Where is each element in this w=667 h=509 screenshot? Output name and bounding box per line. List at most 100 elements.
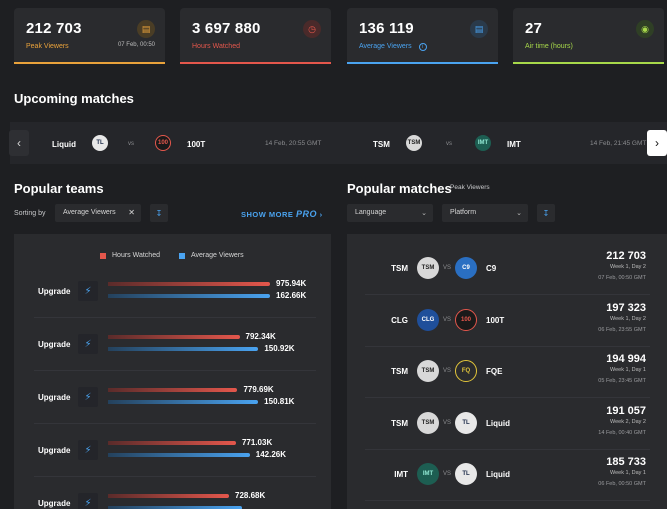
avg-bar: [108, 506, 243, 509]
match-row[interactable]: CLG CLG VS 100 100T 197 323 Week 1, Day 2 06 Fe…: [365, 296, 650, 347]
match-peak-value: 194 994: [606, 353, 646, 365]
legend-label: Hours Watched: [112, 252, 160, 259]
match-row[interactable]: TSM TSM VS C9 C9 212 703 Week 1, Day 2 07 Feb, …: [365, 244, 650, 295]
100t-logo-icon: 100: [155, 135, 171, 151]
match-team2[interactable]: 100T: [486, 315, 505, 325]
team-row[interactable]: Upgrade ⚡ 975.94K 162.66K: [34, 266, 316, 318]
match-row[interactable]: TSM TSM VS TL Liquid 191 057 Week 2, Day 2 14 F…: [365, 399, 650, 450]
avg-value: 162.66K: [276, 291, 307, 300]
popular-matches-panel: [347, 234, 667, 509]
vs-label: VS: [443, 265, 452, 271]
upgrade-label[interactable]: Upgrade: [38, 499, 71, 508]
match-team2[interactable]: Liquid: [486, 470, 510, 479]
broadcast-icon: ◉: [636, 20, 654, 38]
imt-logo-icon: IMT: [417, 463, 439, 485]
hours-value: 779.69K: [243, 385, 274, 394]
avg-bar: [108, 347, 259, 351]
match-team1[interactable]: CLG: [391, 315, 408, 325]
show-more-link[interactable]: SHOW MORE PRO ›: [241, 209, 323, 219]
team-row[interactable]: Upgrade ⚡ 728.68K: [34, 478, 316, 509]
clg-logo-icon: CLG: [417, 308, 439, 331]
accent-bar: [180, 62, 331, 64]
match-team1[interactable]: TSM: [391, 367, 408, 376]
vs-label: VS: [443, 316, 452, 323]
100t-logo-icon: 100: [455, 308, 477, 331]
match-date: 05 Feb, 23:45 GMT: [598, 378, 646, 384]
liquid-logo-icon: TL: [455, 411, 477, 434]
team-row[interactable]: Upgrade ⚡ 792.34K 150.92K: [34, 319, 316, 371]
upcoming-team2[interactable]: IMT: [507, 140, 521, 149]
language-dropdown[interactable]: Language ⌄: [347, 204, 433, 222]
avg-bar: [108, 294, 270, 298]
vs-label: vs: [128, 141, 134, 147]
download-icon[interactable]: ↧: [537, 204, 555, 222]
info-icon[interactable]: i: [418, 43, 427, 51]
hours-bar: [108, 494, 229, 498]
bolt-icon[interactable]: ⚡: [78, 281, 98, 301]
sort-dropdown[interactable]: Average Viewers ✕: [55, 204, 141, 222]
vs-label: VS: [443, 471, 452, 477]
bolt-icon[interactable]: ⚡: [78, 334, 98, 354]
match-team2[interactable]: FQE: [486, 367, 503, 376]
hours-bar: [108, 388, 238, 392]
hours-bar: [108, 441, 236, 445]
team-row[interactable]: Upgrade ⚡ 779.69K 150.81K: [34, 372, 316, 424]
match-date: 06 Feb, 23:55 GMT: [598, 326, 646, 333]
download-icon[interactable]: ↧: [150, 204, 168, 222]
upcoming-strip: [10, 122, 667, 164]
platform-dropdown[interactable]: Platform ⌄: [442, 204, 528, 222]
upgrade-label[interactable]: Upgrade: [38, 393, 71, 402]
bolt-icon[interactable]: ⚡: [78, 387, 98, 407]
accent-bar: [14, 62, 165, 64]
match-date: 14 Feb, 00:40 GMT: [598, 429, 646, 436]
pro-label: PRO: [296, 209, 318, 219]
upgrade-label[interactable]: Upgrade: [38, 446, 71, 455]
prev-arrow-icon[interactable]: ‹: [9, 130, 29, 156]
match-team2[interactable]: Liquid: [486, 418, 510, 428]
upgrade-label[interactable]: Upgrade: [38, 340, 71, 349]
match-team2[interactable]: C9: [486, 264, 497, 273]
match-row[interactable]: TSM TSM VS FQ FQE 194 994 Week 1, Day 1 05 Feb,…: [365, 347, 650, 398]
stat-card-average-viewers: 136 119 Average Viewers i ▤: [347, 8, 498, 64]
hours-value: 728.68K: [235, 491, 266, 500]
avg-value: 150.92K: [264, 344, 295, 353]
match-team1[interactable]: TSM: [391, 264, 408, 273]
match-peak-value: 185 733: [606, 456, 646, 468]
sort-label: Sorting by: [14, 210, 46, 217]
legend-swatch: [100, 252, 106, 259]
upcoming-team1[interactable]: Liquid: [52, 140, 76, 149]
imt-logo-icon: IMT: [475, 135, 491, 151]
upcoming-time: 14 Feb, 20:55 GMT: [265, 140, 322, 147]
vs-label: VS: [443, 368, 452, 374]
match-row[interactable]: IMT IMT VS TL Liquid 185 733 Week 1, Day 1 06 F…: [365, 450, 650, 501]
next-arrow-icon[interactable]: ›: [647, 130, 667, 156]
chevron-down-icon: ⌄: [421, 210, 427, 217]
chevron-right-icon: ›: [319, 210, 323, 219]
match-peak-value: 191 057: [606, 404, 646, 417]
stat-label: Hours Watched: [192, 43, 240, 50]
chart-icon: ▤: [470, 20, 488, 38]
match-team1[interactable]: IMT: [394, 470, 408, 479]
liquid-logo-icon: TL: [92, 135, 108, 151]
bolt-icon[interactable]: ⚡: [78, 440, 98, 460]
popular-teams-panel: [14, 234, 331, 509]
platform-label: Platform: [450, 209, 477, 216]
upcoming-team1[interactable]: TSM: [373, 140, 390, 149]
match-peak-value: 197 323: [606, 301, 646, 314]
accent-bar: [513, 62, 664, 64]
stat-label: Air time (hours): [525, 43, 573, 50]
bolt-icon[interactable]: ⚡: [78, 493, 98, 509]
match-week: Week 1, Day 1: [610, 470, 646, 476]
close-icon[interactable]: ✕: [128, 208, 135, 217]
stat-value: 212 703: [26, 20, 82, 37]
upcoming-time: 14 Feb, 21:45 GMT: [590, 140, 647, 147]
upcoming-team2[interactable]: 100T: [187, 140, 206, 149]
team-row[interactable]: Upgrade ⚡ 771.03K 142.26K: [34, 425, 316, 477]
match-team1[interactable]: TSM: [391, 418, 408, 428]
stat-value: 27: [525, 20, 543, 37]
language-label: Language: [355, 209, 387, 216]
stat-label: Peak Viewers: [26, 43, 69, 50]
hours-value: 975.94K: [276, 279, 307, 288]
popular-teams-title: Popular teams: [14, 181, 104, 196]
upgrade-label[interactable]: Upgrade: [38, 287, 71, 296]
